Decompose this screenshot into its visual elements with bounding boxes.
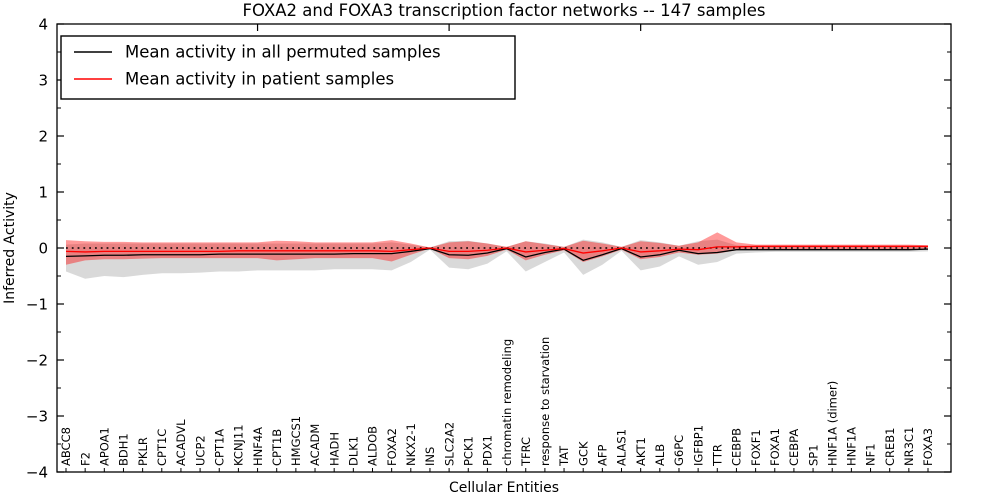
x-tick-label: NF1 [864,443,878,466]
x-axis-label: Cellular Entities [449,480,559,496]
legend: Mean activity in all permuted samples Me… [60,35,516,100]
y-tick-label: −3 [26,408,48,426]
y-axis-label: Inferred Activity [2,192,18,304]
y-tick-label: 1 [38,184,48,202]
y-tick-label: 3 [38,72,48,90]
x-tick-label: SLC2A2 [442,422,456,466]
x-tick-label: KCNJ11 [232,424,246,466]
x-tick-label: HNF4A [251,427,265,466]
x-tick-label: BDH1 [117,433,131,466]
patient-mean-line [65,245,928,254]
x-tick-label: ACADM [308,424,322,466]
x-tick-label: TTR [710,444,724,467]
x-tick-label: INS [423,447,437,466]
y-tick-labels: 4 3 2 1 0 −1 −2 −3 −4 [26,16,48,482]
x-tick-label: chromatin remodeling [500,339,514,466]
x-tick-label: CEBPB [730,428,744,466]
axes-frame [56,23,952,473]
x-tick-label: FOXA2 [385,428,399,466]
x-tick-label: SP1 [806,444,820,466]
x-tick-label: TFRC [519,437,533,467]
x-tick-label: GCK [576,441,590,466]
chart-title: FOXA2 and FOXA3 transcription factor net… [243,1,766,20]
x-tick-label: response to starvation [538,337,552,466]
x-tick-label: HNF1A [845,427,859,466]
x-tick-label: AKT1 [634,437,648,466]
x-tick-label: TAT [557,445,571,467]
x-tick-label: AFP [596,445,610,466]
x-tick-label: PDX1 [481,435,495,466]
x-tick-label: CREB1 [883,428,897,467]
x-tick-label: DLK1 [347,436,361,466]
x-tick-label: HNF1A (dimer) [825,381,839,466]
x-tick-label: CPT1B [270,429,284,466]
x-tick-label: F2 [78,452,92,466]
legend-label-permuted: Mean activity in all permuted samples [125,43,441,62]
x-tick-label: NR3C1 [902,427,916,466]
y-tick-label: 4 [38,16,48,34]
x-tick-label: ALDOB [366,426,380,466]
permuted-mean-line [65,247,929,262]
x-tick-label: CEBPA [787,429,801,466]
x-tick-label: PKLR [136,437,150,466]
y-tick-label: −4 [26,464,48,482]
y-tick-label: 0 [38,240,48,258]
x-tick-labels: ABCC8 F2 APOA1 BDH1 PKLR CPT1C ACADVL UCP2 CPT1A… [59,337,935,467]
legend-label-patient: Mean activity in patient samples [125,70,394,89]
confidence-bands [66,232,928,279]
x-tick-label: G6PC [672,435,686,466]
x-tick-label: APOA1 [98,427,112,466]
x-tick-label: HADH [327,432,341,466]
x-tick-label: CPT1A [212,429,226,466]
x-tick-label: PCK1 [461,436,475,466]
permuted-range-band [66,239,928,279]
x-tick-label: ABCC8 [59,427,73,466]
y-tick-label: −1 [26,296,48,314]
x-tick-label: ACADVL [174,419,188,466]
x-tick-label: CPT1C [155,429,169,466]
x-tick-label: ALAS1 [615,429,629,466]
legend-box [60,35,516,100]
x-tick-label: UCP2 [193,435,207,466]
y-tick-label: 2 [38,128,48,146]
y-tick-label: −2 [26,352,48,370]
x-tick-label: IGFBP1 [691,425,705,466]
x-tick-label: ALB [653,444,667,466]
x-tick-label: FOXA1 [768,428,782,466]
series-lines [65,245,929,262]
x-tick-label: FOXA3 [921,428,935,466]
x-tick-label: HMGCS1 [289,416,303,466]
x-tick-label: FOXF1 [749,429,763,466]
x-tick-label: NKX2-1 [404,423,418,466]
